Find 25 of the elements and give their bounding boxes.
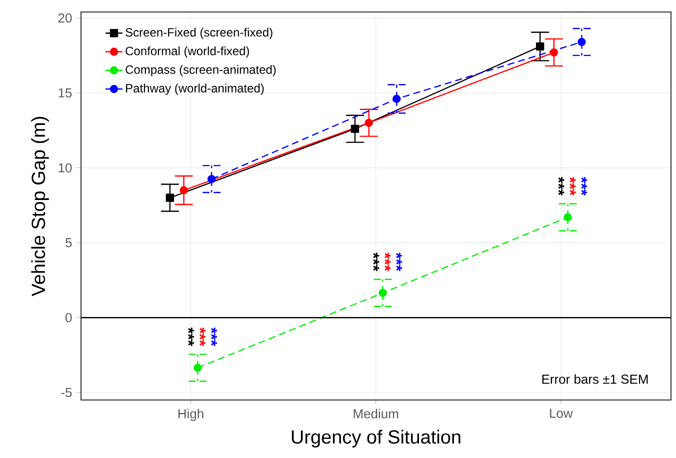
annotation: *** — [211, 327, 217, 346]
x-tick-label: High — [178, 408, 204, 421]
annotation: *** — [200, 327, 206, 346]
legend-label: Screen-Fixed (screen-fixed) — [126, 28, 272, 39]
annotation: *** — [373, 252, 380, 272]
y-tick-label: 0 — [66, 313, 72, 322]
x-tick-label: Medium — [354, 408, 398, 418]
annotation: *** — [581, 176, 588, 196]
y-tick-label: 20 — [58, 13, 72, 23]
y-tick-label: 10 — [58, 163, 72, 172]
legend-label: Compass (screen-animated) — [126, 65, 276, 76]
legend-label: Pathway (world-animated) — [126, 84, 264, 95]
y-tick-label: 5 — [66, 238, 72, 248]
x-axis-title: Urgency of Situation — [292, 430, 460, 448]
y-tick-label: -5 — [61, 388, 72, 398]
annotation: *** — [570, 176, 576, 196]
annotation: *** — [384, 252, 391, 272]
annotation: *** — [558, 176, 564, 196]
annotation: *** — [188, 327, 194, 346]
annotation: *** — [396, 252, 402, 272]
legend-label: Conformal (world-fixed) — [126, 46, 249, 58]
x-tick-label: Low — [550, 408, 573, 418]
y-axis-title: Vehicle Stop Gap (m) — [31, 116, 49, 296]
annotation: Error bars ±1 SEM — [542, 374, 648, 384]
y-tick-label: 15 — [58, 88, 72, 98]
